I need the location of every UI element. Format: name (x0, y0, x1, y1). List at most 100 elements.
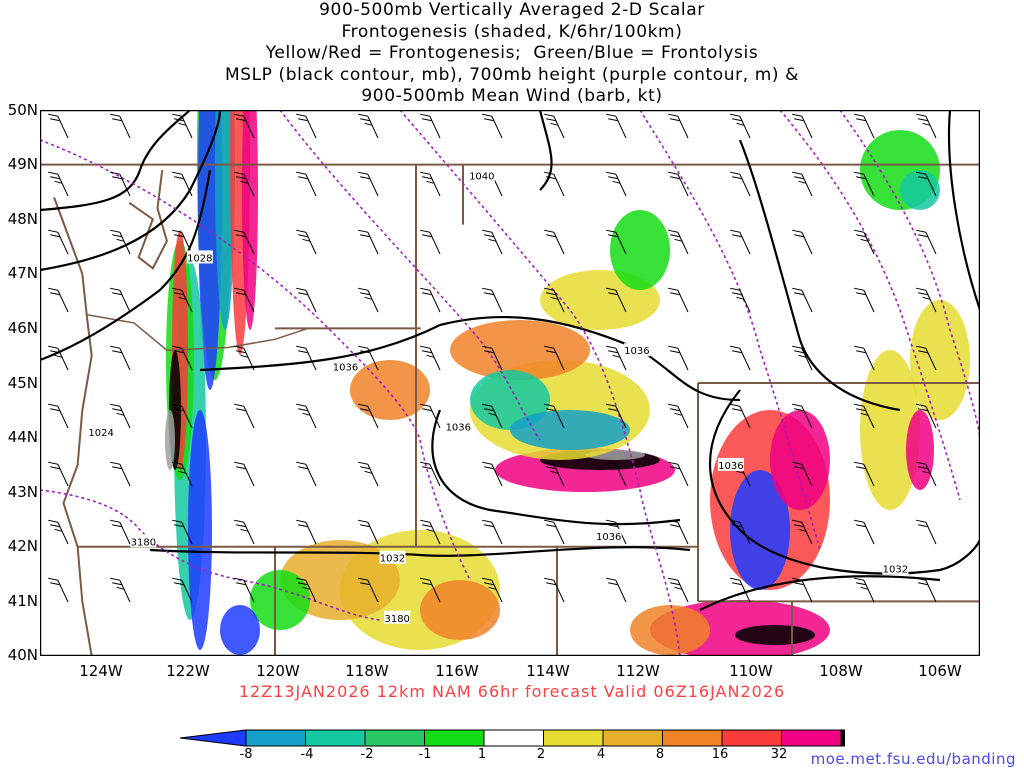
wind-barb (47, 461, 69, 487)
wind-barb (605, 113, 627, 139)
mslp-contours (40, 110, 980, 611)
wind-barb (419, 113, 441, 139)
map-panel[interactable]: 1040 1028 1036 1036 1036 1024 1036 1036 3180 1032… (40, 110, 980, 656)
contour-label-text: 1032 (380, 554, 405, 565)
wind-barb (543, 461, 565, 487)
contour-label-text: 1036 (718, 461, 743, 472)
wind-barb (295, 403, 317, 429)
wind-barb (357, 229, 379, 255)
wind-barb (357, 403, 379, 429)
wind-barb (605, 171, 627, 197)
colorbar-cell (483, 729, 544, 747)
wind-barb (295, 113, 317, 139)
height-contours (40, 110, 980, 656)
lon-label-106w: 106W (918, 662, 962, 680)
contour-label-text: 1036 (596, 532, 621, 543)
wind-barb (47, 577, 69, 603)
wind-barb (729, 113, 751, 139)
wind-barb (915, 345, 937, 371)
contour-label-text: 1036 (446, 423, 471, 434)
wind-barb (667, 171, 689, 197)
wind-barb (233, 519, 255, 545)
wind-barb (543, 171, 565, 197)
contour-label-text: 1024 (88, 428, 113, 439)
credit-link[interactable]: moe.met.fsu.edu/banding (810, 750, 1016, 768)
wind-barb (543, 113, 565, 139)
wind-barb (481, 345, 503, 371)
wind-barb (109, 403, 131, 429)
map-canvas: 1040 1028 1036 1036 1036 1024 1036 1036 3180 1032… (40, 110, 980, 656)
lon-label-110w: 110W (729, 662, 773, 680)
wind-barb (357, 113, 379, 139)
wind-barb (109, 461, 131, 487)
wind-barb (729, 403, 751, 429)
wind-barb (915, 113, 937, 139)
wind-barb (791, 171, 813, 197)
contour-label: 1036 (623, 343, 650, 357)
wind-barb (915, 287, 937, 313)
wind-barb (667, 577, 689, 603)
wind-barb (171, 345, 193, 371)
colorbar-label-1: 1 (477, 747, 487, 762)
wind-barb (667, 403, 689, 429)
colorbar-cell (180, 729, 247, 747)
title-line-3: Yellow/Red = Frontogenesis; Green/Blue =… (265, 43, 759, 63)
lat-label-40n: 40N (7, 646, 38, 664)
wind-barb (915, 229, 937, 255)
wind-barb (47, 345, 69, 371)
wind-barb (729, 229, 751, 255)
wind-barb (295, 461, 317, 487)
colorbar-cell (840, 729, 845, 747)
wind-barb (295, 229, 317, 255)
wind-barb (481, 461, 503, 487)
contour-label: 1032 (379, 550, 406, 565)
contour-label-text: 1036 (624, 346, 649, 357)
wind-barb (419, 345, 441, 371)
colorbar-cell (543, 729, 604, 747)
wind-barb (47, 403, 69, 429)
lon-label-112w: 112W (616, 662, 660, 680)
wind-barb (853, 287, 875, 313)
lat-label-48n: 48N (7, 210, 38, 228)
wind-barb (171, 229, 193, 255)
wind-barb (853, 345, 875, 371)
lat-label-42n: 42N (7, 537, 38, 555)
lon-label-116w: 116W (435, 662, 479, 680)
wind-barb (109, 519, 131, 545)
wind-barb (667, 287, 689, 313)
wind-barb (853, 171, 875, 197)
contour-label-text: 3180 (384, 614, 409, 625)
colorbar-label-m8: -8 (239, 747, 253, 762)
wind-barb (605, 345, 627, 371)
lon-label-118w: 118W (345, 662, 389, 680)
wind-barb (171, 577, 193, 603)
contour-label-text: 1036 (333, 363, 358, 374)
contour-label-text: 3180 (131, 537, 156, 548)
wind-barb (171, 519, 193, 545)
colorbar-cell (364, 729, 425, 747)
wind-barb (853, 519, 875, 545)
wind-barb (419, 287, 441, 313)
lat-label-44n: 44N (7, 428, 38, 446)
wind-barb (419, 403, 441, 429)
wind-barb (233, 577, 255, 603)
lat-label-50n: 50N (7, 101, 38, 119)
wind-barb (853, 577, 875, 603)
wind-barb (667, 345, 689, 371)
wind-barb (729, 519, 751, 545)
wind-barb (543, 403, 565, 429)
wind-barb (543, 519, 565, 545)
lat-label-47n: 47N (7, 264, 38, 282)
wind-barb (791, 113, 813, 139)
colorbar-cell (305, 729, 366, 747)
wind-barb (667, 461, 689, 487)
wind-barb (791, 519, 813, 545)
wind-barb (171, 403, 193, 429)
wind-barb (357, 171, 379, 197)
contour-labels: 1040 1028 1036 1036 1036 1024 1036 1036 3180 1032… (88, 168, 909, 625)
wind-barb (605, 461, 627, 487)
wind-barb (605, 287, 627, 313)
wind-barb (109, 229, 131, 255)
wind-barb (729, 577, 751, 603)
wind-barb (419, 171, 441, 197)
